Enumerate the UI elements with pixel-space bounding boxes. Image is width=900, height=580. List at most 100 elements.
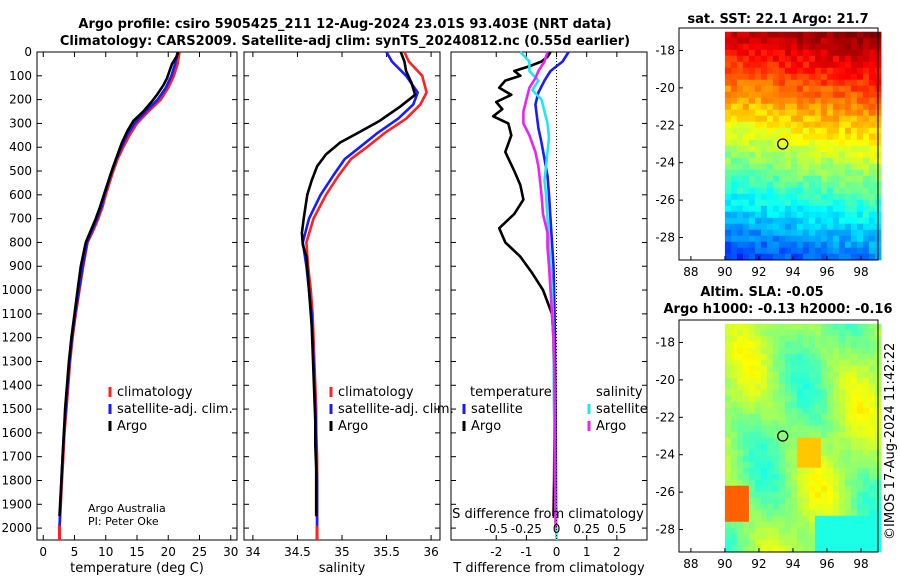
map-cell	[736, 497, 744, 505]
map-cell	[772, 211, 780, 219]
map-cell	[856, 235, 864, 243]
map-cell	[748, 509, 756, 517]
map-cell	[754, 515, 762, 523]
map-cell	[826, 199, 834, 207]
map-cell	[796, 217, 804, 225]
map-cell	[868, 235, 876, 243]
map-cell	[820, 479, 828, 487]
map-cell	[772, 181, 780, 189]
map-cell	[742, 431, 750, 439]
map-cell	[760, 163, 768, 171]
top-axis-tick-label: 0	[553, 522, 561, 536]
map-cell	[742, 515, 750, 523]
map-cell	[802, 455, 810, 463]
map-cell	[724, 407, 732, 415]
map-cell	[736, 401, 744, 409]
map-cell	[724, 241, 732, 249]
map-cell	[826, 55, 834, 63]
map-cell	[850, 205, 858, 213]
map-cell	[808, 521, 816, 529]
map-cell	[772, 479, 780, 487]
map-cell	[796, 157, 804, 165]
x-tick-label: -2	[490, 545, 502, 559]
map-cell	[832, 199, 840, 207]
x-tick-label: 34.5	[284, 545, 311, 559]
map-cell	[724, 229, 732, 237]
map-cell	[784, 401, 792, 409]
map-cell	[766, 425, 774, 433]
map-cell	[826, 485, 834, 493]
map-cell	[826, 247, 834, 255]
map-cell	[790, 79, 798, 87]
temperature-profile-frame	[36, 51, 238, 541]
map-cell	[844, 241, 852, 249]
map-cell	[778, 49, 786, 57]
map-cell	[742, 371, 750, 379]
map-cell	[778, 223, 786, 231]
map-cell	[724, 223, 732, 231]
map-cell	[850, 353, 858, 361]
map-cell	[736, 55, 744, 63]
map-cell	[772, 253, 780, 261]
map-cell	[814, 163, 822, 171]
map-cell	[826, 205, 834, 213]
map-cell	[796, 85, 804, 93]
map-cell	[748, 85, 756, 93]
map-cell	[820, 359, 828, 367]
map-cell	[766, 133, 774, 141]
map-cell	[766, 485, 774, 493]
map-cell	[814, 383, 822, 391]
map-cell	[760, 497, 768, 505]
map-cell	[796, 335, 804, 343]
map-cell	[736, 49, 744, 57]
map-cell	[838, 485, 846, 493]
map-cell	[748, 449, 756, 457]
map-cell	[856, 395, 864, 403]
map-cell	[868, 49, 876, 57]
y-tick-label: 600	[9, 188, 32, 202]
map-cell	[826, 253, 834, 261]
map-cell	[862, 79, 870, 87]
map-cell	[832, 169, 840, 177]
map-cell	[754, 37, 762, 45]
map-cell	[820, 121, 828, 129]
map-cell	[850, 401, 858, 409]
map-cell	[862, 467, 870, 475]
map-cell	[772, 115, 780, 123]
map-cell	[724, 437, 732, 445]
map-cell	[838, 37, 846, 45]
map-cell	[730, 55, 738, 63]
map-cell	[832, 49, 840, 57]
map-cell	[784, 241, 792, 249]
map-cell	[724, 461, 732, 469]
map-cell	[790, 335, 798, 343]
map-cell	[844, 97, 852, 105]
map-cell	[808, 91, 816, 99]
map-cell	[832, 545, 840, 553]
map-cell	[790, 365, 798, 373]
map-cell	[784, 49, 792, 57]
map-cell	[772, 503, 780, 511]
map-cell	[808, 49, 816, 57]
map-cell	[730, 133, 738, 141]
map-cell	[724, 61, 732, 69]
map-cell	[748, 521, 756, 529]
map-cell	[868, 121, 876, 129]
map-cell	[802, 347, 810, 355]
map-cell	[832, 413, 840, 421]
map-cell	[808, 169, 816, 177]
map-cell	[802, 205, 810, 213]
map-cell	[724, 67, 732, 75]
map-cell	[778, 55, 786, 63]
map-cell	[754, 449, 762, 457]
map-cell	[814, 407, 822, 415]
map-cell	[850, 521, 858, 529]
map-cell	[856, 145, 864, 153]
map-cell	[802, 407, 810, 415]
map-cell	[856, 187, 864, 195]
map-cell	[766, 329, 774, 337]
map-cell	[724, 383, 732, 391]
map-cell	[862, 139, 870, 147]
map-cell	[778, 43, 786, 51]
map-cell	[742, 383, 750, 391]
